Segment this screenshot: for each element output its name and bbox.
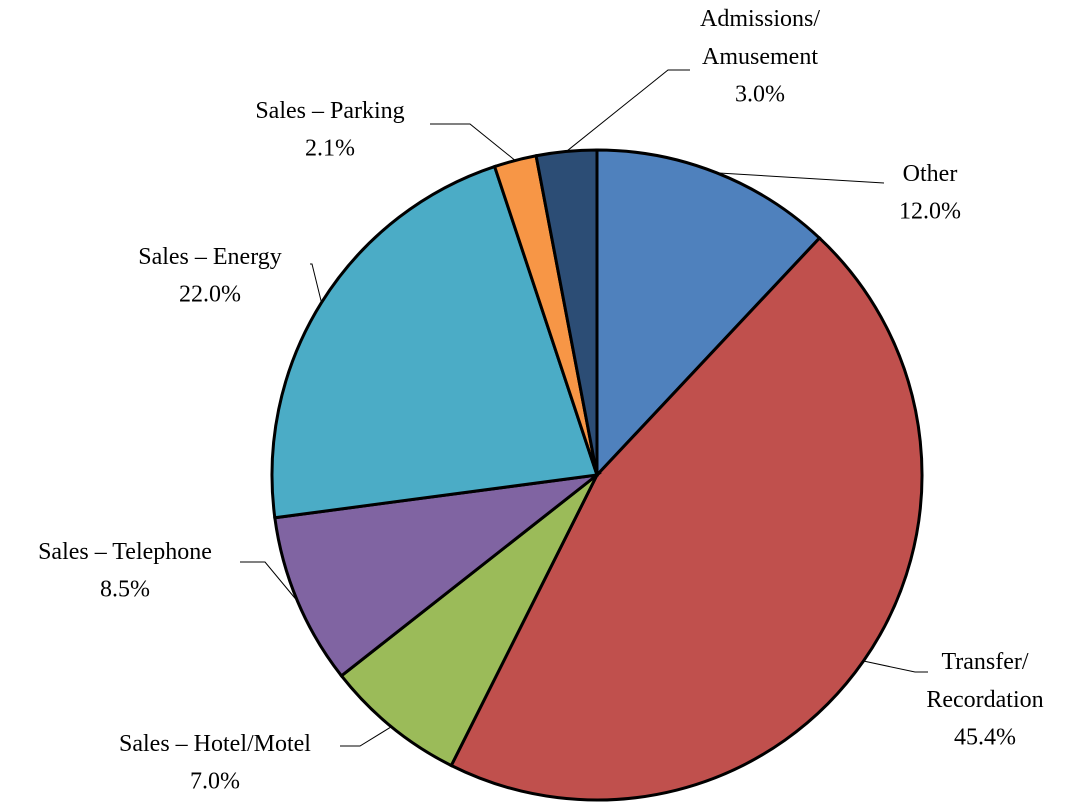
value-label: 22.0% — [179, 282, 241, 308]
label-line: Other — [903, 161, 958, 187]
leader-line — [863, 660, 928, 673]
slice-label: Sales – Hotel/Motel — [119, 731, 311, 757]
slice-label: Sales – Parking — [255, 98, 404, 124]
leader-line — [310, 263, 322, 303]
leader-line — [566, 69, 690, 152]
slice-label: Other — [903, 161, 958, 187]
pie-slice — [534, 148, 599, 476]
slice-label: Transfer/Recordation — [926, 649, 1043, 713]
leader-line — [430, 123, 516, 161]
slice-label: Sales – Energy — [138, 244, 282, 270]
label-line: Admissions/ — [700, 6, 820, 32]
value-label: 12.0% — [899, 199, 961, 225]
label-line: Sales – Telephone — [38, 539, 212, 565]
slice-label: Sales – Telephone — [38, 539, 212, 565]
slice-label: Admissions/Amusement — [700, 6, 820, 70]
value-label: 3.0% — [735, 82, 785, 108]
value-label: 8.5% — [100, 577, 150, 603]
label-line: Recordation — [926, 687, 1043, 713]
value-label: 45.4% — [954, 725, 1016, 751]
value-label: 2.1% — [305, 136, 355, 162]
label-line: Sales – Hotel/Motel — [119, 731, 311, 757]
value-label: 7.0% — [190, 769, 240, 795]
label-line: Amusement — [702, 44, 818, 70]
pie-slice — [595, 148, 822, 479]
leader-line — [340, 726, 392, 747]
label-line: Sales – Parking — [255, 98, 404, 124]
pie-slice — [270, 164, 599, 520]
leader-line — [716, 172, 885, 184]
label-line: Sales – Energy — [138, 244, 282, 270]
label-line: Transfer/ — [941, 649, 1028, 675]
leader-line — [240, 561, 298, 602]
